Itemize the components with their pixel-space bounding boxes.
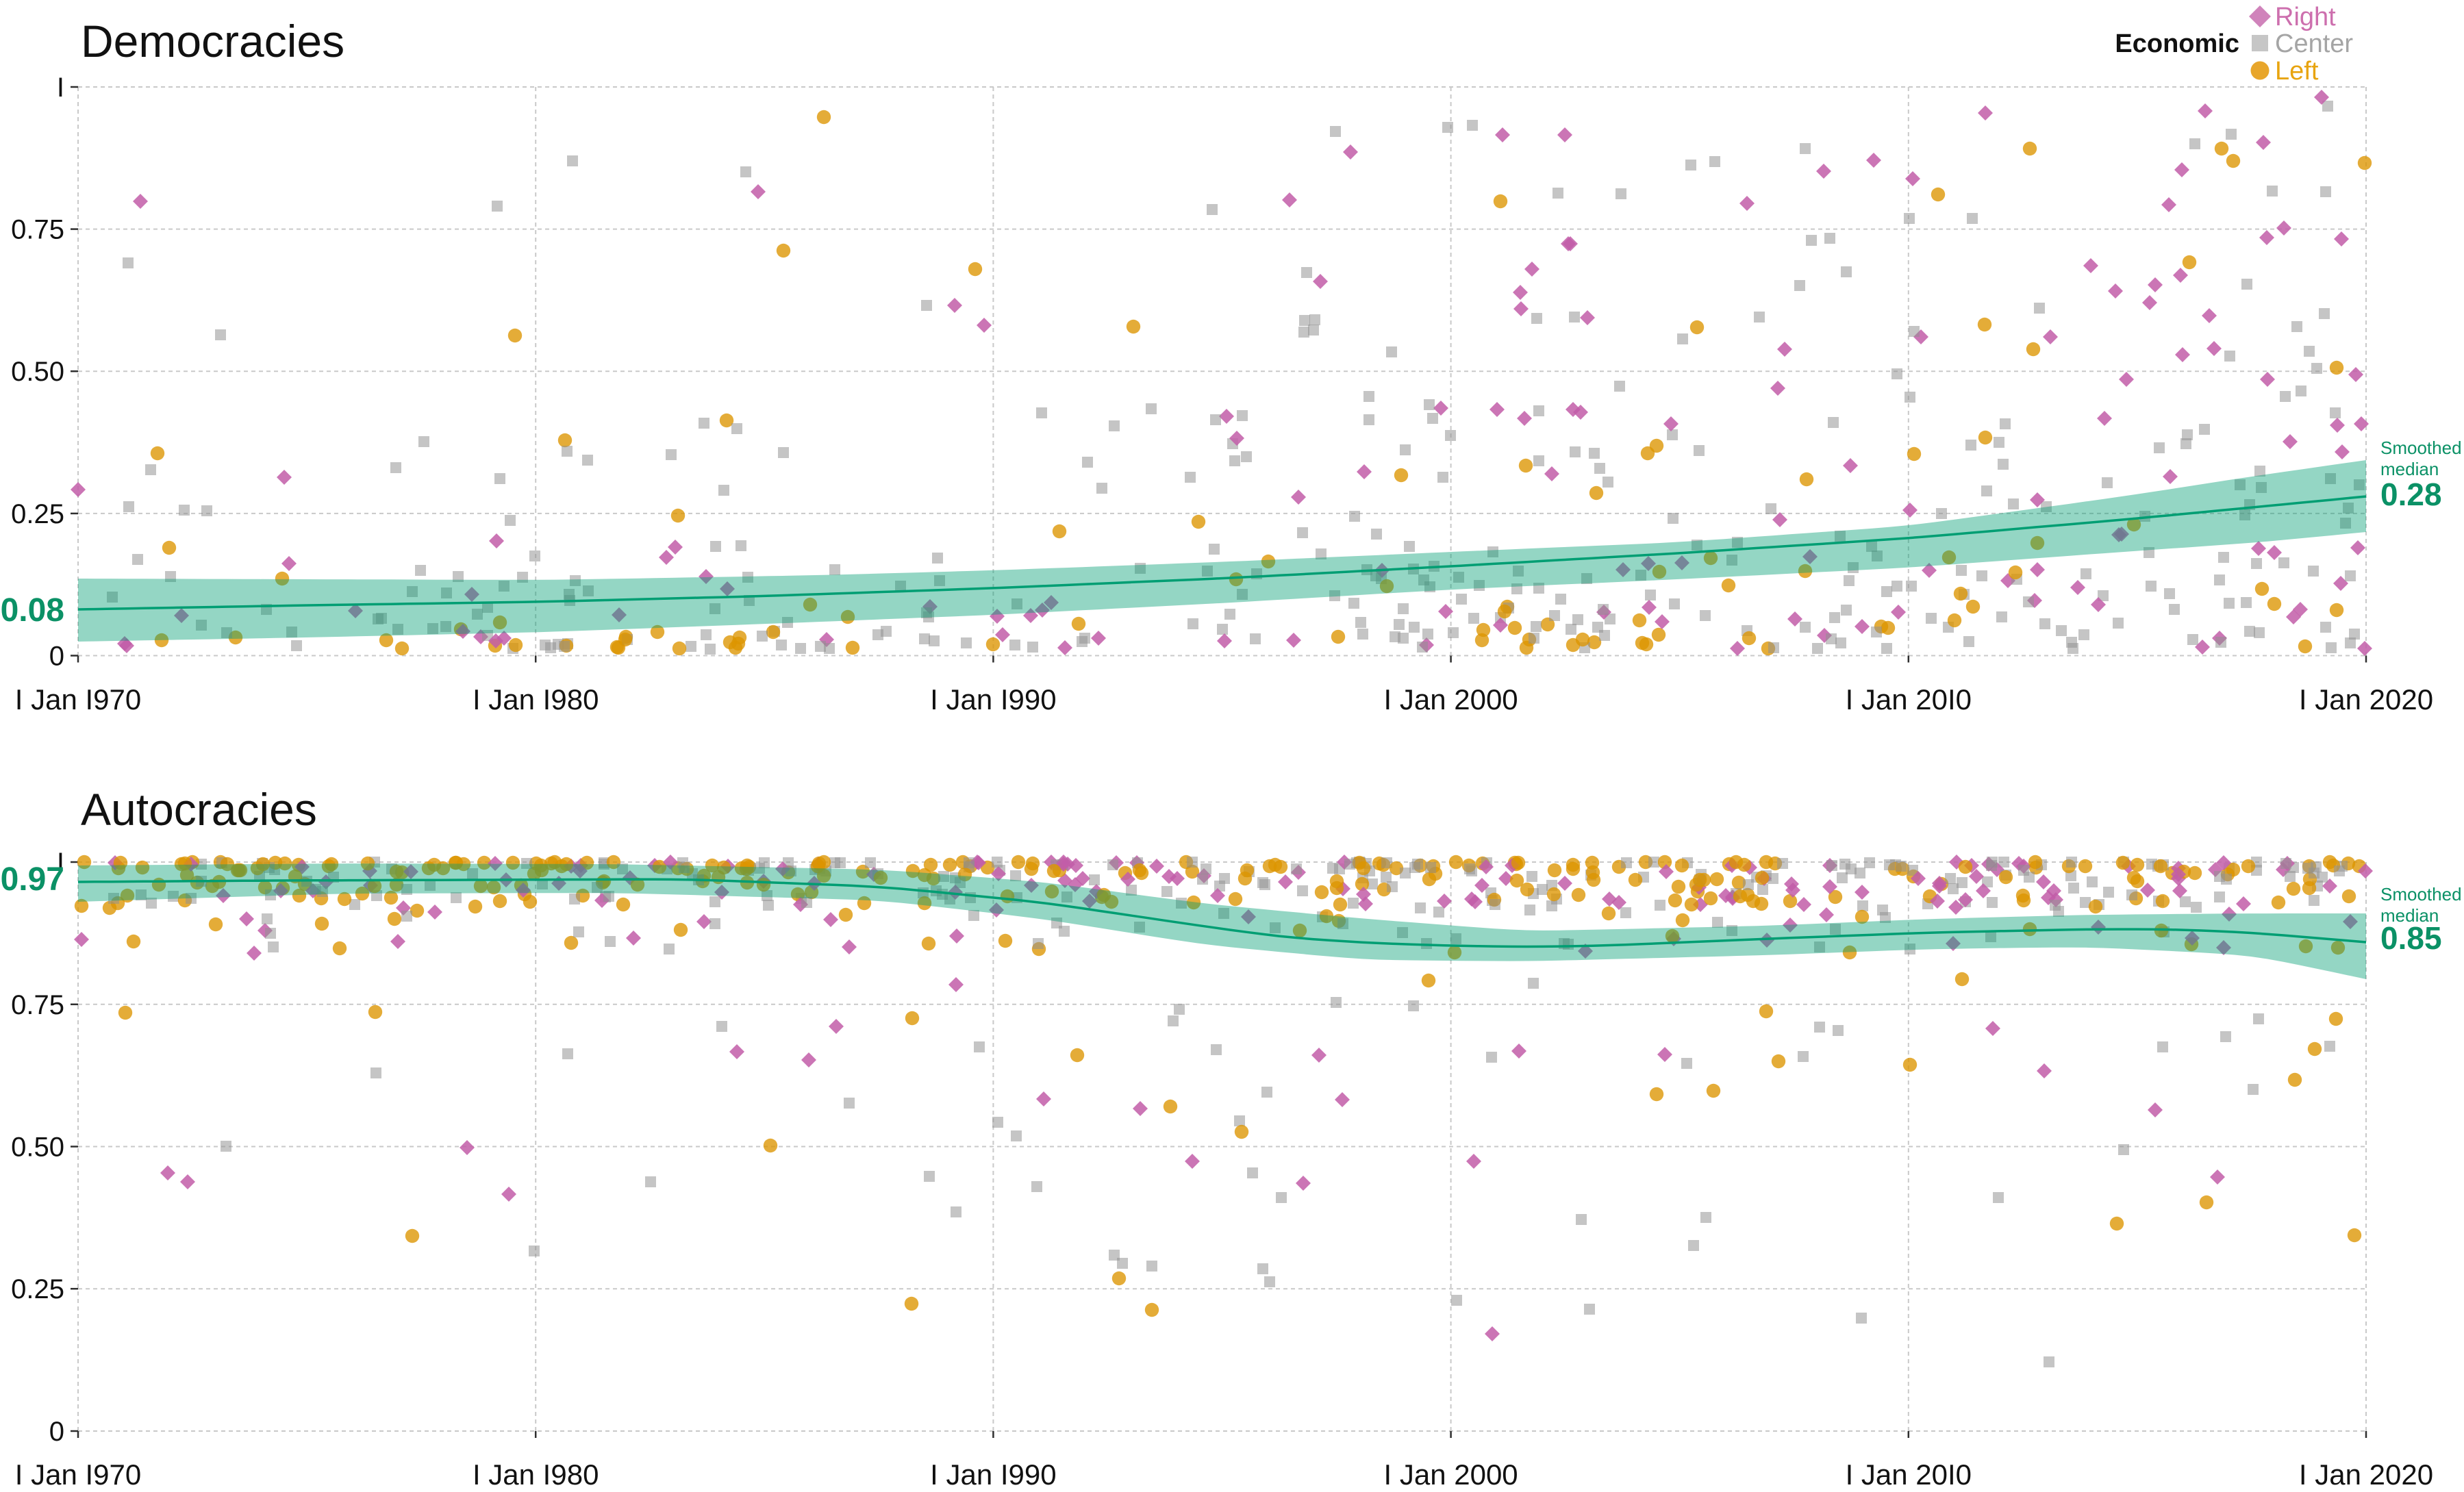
svg-text:I Jan 2000: I Jan 2000 [1384,1458,1518,1489]
svg-text:I Jan I980: I Jan I980 [473,683,599,716]
svg-text:I Jan 2020: I Jan 2020 [2299,1458,2433,1489]
svg-text:I Jan I990: I Jan I990 [930,1458,1056,1489]
svg-text:I Jan 2000: I Jan 2000 [1384,683,1518,716]
svg-text:0.25: 0.25 [11,1274,64,1304]
svg-text:0.25: 0.25 [11,499,64,529]
svg-text:Center: Center [2275,29,2353,58]
svg-text:0: 0 [49,1417,64,1447]
svg-text:I Jan 2020: I Jan 2020 [2299,683,2433,716]
svg-text:Right: Right [2275,3,2336,31]
svg-text:median: median [2380,459,2439,479]
svg-text:I: I [57,848,64,878]
svg-text:0.50: 0.50 [11,357,64,387]
svg-text:0.97: 0.97 [1,861,64,898]
svg-text:median: median [2380,905,2439,926]
svg-text:0.85: 0.85 [2380,920,2442,956]
svg-text:I Jan I980: I Jan I980 [473,1458,599,1489]
svg-text:Left: Left [2275,57,2319,86]
svg-text:0.28: 0.28 [2380,477,2442,512]
svg-text:0.75: 0.75 [11,990,64,1020]
svg-text:I Jan I990: I Jan I990 [930,683,1056,716]
svg-text:Smoothed: Smoothed [2380,884,2462,905]
svg-text:I Jan I970: I Jan I970 [15,1458,141,1489]
svg-text:I Jan 20I0: I Jan 20I0 [1846,683,1972,716]
svg-text:I: I [57,73,64,103]
svg-text:0.08: 0.08 [1,592,64,629]
svg-text:Smoothed: Smoothed [2380,438,2462,458]
svg-text:I Jan 20I0: I Jan 20I0 [1846,1458,1972,1489]
svg-text:Autocracies: Autocracies [81,784,317,835]
svg-text:0.50: 0.50 [11,1133,64,1163]
svg-text:Democracies: Democracies [81,16,344,66]
svg-text:0.75: 0.75 [11,215,64,245]
svg-text:0: 0 [49,642,64,672]
svg-text:Economic: Economic [2115,29,2239,58]
svg-text:I Jan I970: I Jan I970 [15,683,141,716]
